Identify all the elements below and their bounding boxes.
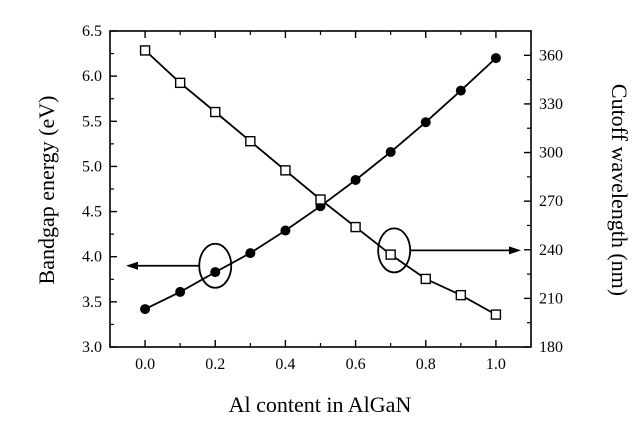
series-lines bbox=[144, 49, 497, 316]
y-tick-label: 6.0 bbox=[82, 68, 102, 85]
x-axis-title: Al content in AlGaN bbox=[229, 392, 412, 417]
y2-tick-label: 360 bbox=[539, 47, 563, 64]
series-2-point bbox=[315, 194, 326, 205]
series-1-point bbox=[210, 267, 221, 278]
x-tick-label: 0.2 bbox=[205, 356, 225, 373]
y-tick-label: 4.5 bbox=[82, 204, 102, 221]
annotations bbox=[126, 227, 521, 289]
series-1-point bbox=[245, 248, 256, 259]
series-1-point bbox=[385, 146, 396, 157]
series-1-point bbox=[175, 286, 186, 297]
series-2-point bbox=[385, 249, 396, 260]
series-2-point bbox=[455, 289, 467, 301]
y-axis-title: Bandgap energy (eV) bbox=[34, 96, 59, 285]
y2-tick-label: 240 bbox=[539, 242, 563, 259]
y2-tick-label: 270 bbox=[539, 193, 563, 210]
series-2-point bbox=[210, 106, 221, 118]
y-tick-label: 5.5 bbox=[82, 113, 102, 130]
series-2-point bbox=[280, 165, 291, 176]
x-tick-label: 0.6 bbox=[346, 356, 366, 373]
series-2-point bbox=[420, 273, 431, 285]
series-2-point bbox=[174, 77, 186, 89]
series-2-point bbox=[139, 45, 151, 56]
y-tick-label: 3.5 bbox=[82, 294, 102, 311]
y-tick-label: 6.5 bbox=[82, 23, 102, 40]
ticks: 0.0 0.2 0.4 0.6 0.8 1.0 3.0 3.5 4.0 4.5 5.0 5.5 6.0 6… bbox=[82, 23, 563, 373]
series-1-point bbox=[140, 304, 151, 315]
x-tick-label: 0.0 bbox=[135, 356, 155, 373]
y-tick-label: 5.0 bbox=[82, 158, 102, 175]
y-tick-label: 3.0 bbox=[82, 339, 102, 356]
series-2-line bbox=[144, 49, 497, 316]
markers bbox=[139, 45, 502, 320]
y-tick-label: 4.0 bbox=[82, 249, 102, 266]
series-1-point bbox=[455, 85, 466, 96]
x-tick-label: 1.0 bbox=[486, 356, 506, 373]
x-tick-label: 0.8 bbox=[416, 356, 436, 373]
series-2-point bbox=[350, 221, 361, 233]
series-2-point bbox=[245, 135, 256, 147]
annotation-arrow-head bbox=[126, 261, 138, 270]
y2-tick-label: 300 bbox=[539, 145, 563, 162]
series-2-point bbox=[490, 309, 502, 320]
series-1-point bbox=[280, 225, 291, 236]
y2-axis-title: Cutoff wavelength (nm) bbox=[607, 84, 632, 296]
series-1-point bbox=[350, 174, 361, 185]
annotation-arrow-head bbox=[509, 246, 521, 255]
x-tick-label: 0.4 bbox=[275, 356, 295, 373]
series-1-line bbox=[144, 57, 497, 310]
y2-tick-label: 180 bbox=[539, 339, 563, 356]
series-1-point bbox=[420, 117, 431, 128]
series-1-point bbox=[490, 53, 501, 64]
y2-tick-label: 330 bbox=[539, 96, 563, 113]
y2-tick-label: 210 bbox=[539, 290, 563, 307]
